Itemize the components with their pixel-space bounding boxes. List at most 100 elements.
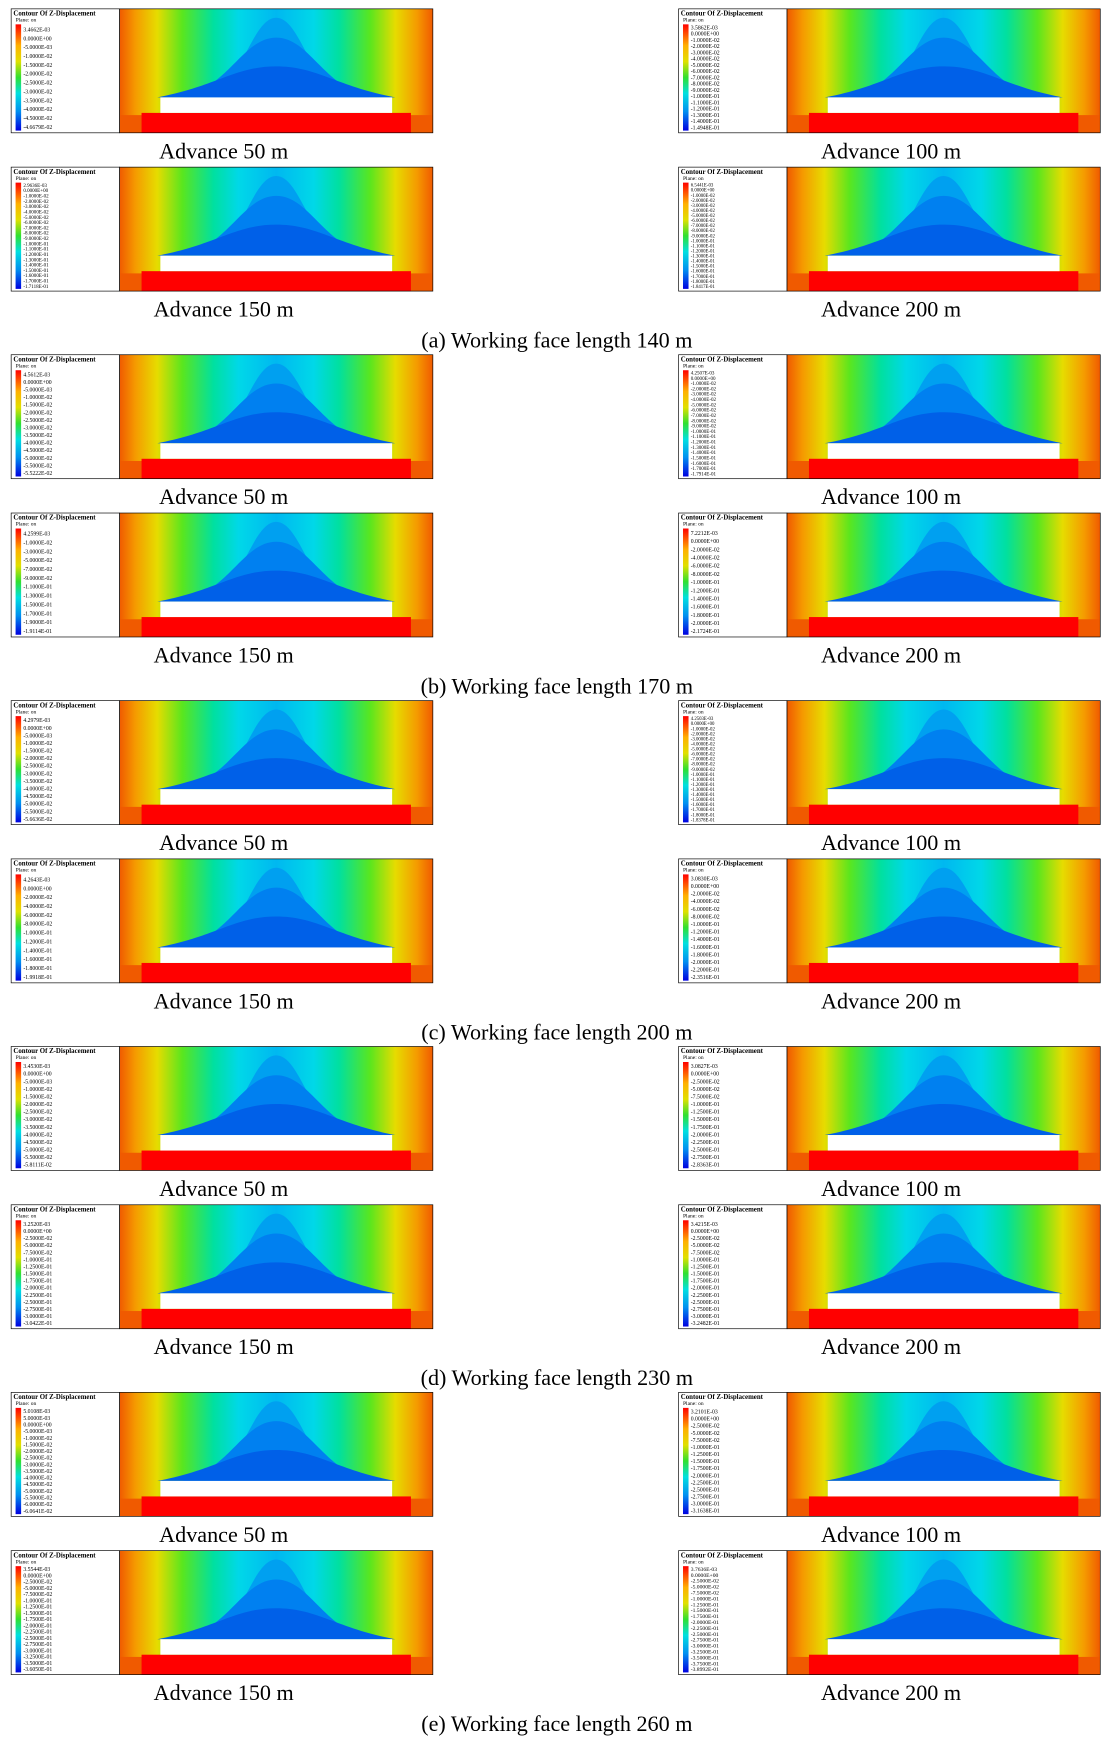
goaf	[828, 1481, 1060, 1496]
legend-value: -1.1000E-01	[23, 585, 52, 591]
legend-plane: Plane: on	[16, 176, 37, 182]
legend-value: -2.0000E-01	[691, 960, 720, 966]
floor-strata	[809, 805, 1078, 825]
legend-plane: Plane: on	[16, 709, 37, 715]
floor-strata	[142, 617, 411, 637]
panel-label: Advance 100 m	[821, 830, 961, 855]
legend-plane: Plane: on	[16, 1559, 37, 1565]
legend-value: -1.7000E-01	[23, 611, 52, 617]
legend-plane: Plane: on	[16, 1401, 37, 1407]
legend-value: -1.7500E-01	[691, 1466, 720, 1472]
legend-value: 3.0827E-03	[691, 1064, 718, 1070]
legend-value: 0.0000E+00	[23, 1229, 51, 1235]
legend-value: -9.0000E-02	[23, 236, 49, 242]
legend-value: -7.5000E-02	[23, 1592, 52, 1598]
legend-value: 3.4215E-03	[691, 1222, 718, 1228]
legend-value: -2.0000E-01	[23, 1286, 52, 1292]
legend-value: 3.2520E-03	[23, 1222, 50, 1228]
legend-value: -1.5000E-02	[23, 403, 52, 409]
legend-value: -1.4000E-01	[23, 263, 49, 269]
legend-value: -1.4000E-01	[23, 948, 52, 954]
legend-value: 0.0000E+00	[23, 1422, 51, 1428]
legend-value: -1.4000E-01	[691, 450, 717, 456]
legend-title: Contour Of Z-Displacement	[13, 169, 96, 176]
legend: Contour Of Z-DisplacementPlane: on4.2643…	[11, 859, 119, 983]
legend-value: -1.6000E-01	[23, 957, 52, 963]
panel: Contour Of Z-DisplacementPlane: on6.5441…	[679, 167, 1101, 321]
legend-value: -7.5000E-02	[691, 1250, 720, 1256]
legend-colorbar	[16, 183, 22, 289]
contour-plot	[120, 1047, 433, 1171]
floor-strata	[809, 1655, 1078, 1675]
floor-strata	[142, 1496, 411, 1516]
legend-value: -1.0000E-01	[691, 429, 717, 435]
legend-value: -5.0000E-03	[23, 1429, 52, 1435]
legend-value: -1.7118E-01	[23, 284, 49, 290]
legend-plane: Plane: on	[16, 1214, 37, 1220]
legend-value: -3.6050E-01	[23, 1667, 52, 1673]
legend-value: -2.5000E-02	[691, 1236, 720, 1242]
legend-value: 3.5544E-03	[23, 1567, 50, 1573]
goaf	[828, 1293, 1060, 1308]
contour-plot	[120, 1205, 433, 1329]
legend-value: 0.0000E+00	[691, 1072, 719, 1078]
legend-value: -3.5000E-02	[23, 779, 52, 785]
legend: Contour Of Z-DisplacementPlane: on3.7636…	[679, 1551, 787, 1675]
legend-value: -4.0000E-02	[691, 57, 720, 63]
legend-value: -2.0000E-01	[691, 621, 720, 627]
legend-value: -1.5000E-02	[23, 1442, 52, 1448]
legend-value: -1.8000E-01	[691, 613, 720, 619]
group-caption: (e) Working face length 260 m	[421, 1711, 692, 1736]
panel-label: Advance 50 m	[159, 830, 288, 855]
legend: Contour Of Z-DisplacementPlane: on3.4215…	[679, 1205, 787, 1329]
legend-value: -2.3516E-01	[691, 975, 720, 981]
panel-label: Advance 50 m	[159, 1176, 288, 1201]
page: {"groups": [ {"caption": "(a) Working fa…	[0, 0, 1107, 1751]
legend-value: -2.5000E-02	[23, 1110, 52, 1116]
legend-value: -5.0000E-02	[23, 456, 52, 462]
figure: Contour Of Z-DisplacementPlane: on3.4662…	[0, 0, 1107, 1751]
legend-value: -3.8992E-01	[691, 1667, 719, 1673]
legend-value: -5.6636E-02	[23, 817, 52, 823]
legend-colorbar	[683, 24, 689, 130]
legend-value: -1.5000E-01	[691, 1272, 720, 1278]
panel: Contour Of Z-DisplacementPlane: on3.5544…	[11, 1551, 433, 1705]
legend-value: -5.5000E-02	[23, 1155, 52, 1161]
goaf	[160, 789, 392, 804]
legend: Contour Of Z-DisplacementPlane: on3.0827…	[679, 1047, 787, 1171]
floor-strata	[142, 805, 411, 825]
legend-value: -1.0000E-01	[691, 94, 720, 100]
legend-value: -3.0000E-01	[691, 1314, 720, 1320]
legend-title: Contour Of Z-Displacement	[13, 1206, 96, 1213]
goaf	[160, 1481, 392, 1496]
floor-strata	[142, 1151, 411, 1171]
legend-plane: Plane: on	[683, 1214, 704, 1220]
legend-value: -2.0000E-02	[23, 410, 52, 416]
contour-plot	[787, 701, 1100, 825]
legend-value: -5.0000E-02	[691, 1087, 720, 1093]
legend: Contour Of Z-DisplacementPlane: on2.9636…	[11, 167, 119, 291]
legend-value: 4.2979E-03	[23, 718, 50, 724]
floor-strata	[142, 459, 411, 479]
legend-value: -6.0000E-02	[23, 1502, 52, 1508]
legend-value: -6.0000E-02	[691, 564, 720, 570]
legend-value: -1.5000E-01	[691, 1117, 720, 1123]
panel: Contour Of Z-DisplacementPlane: on4.2643…	[11, 859, 433, 1013]
legend-value: -1.2000E-01	[691, 107, 720, 113]
legend-value: -1.0000E-02	[23, 1087, 52, 1093]
legend-value: -2.5000E-02	[23, 764, 52, 770]
legend: Contour Of Z-DisplacementPlane: on4.5612…	[11, 355, 119, 479]
legend-value: -5.8111E-02	[23, 1163, 52, 1169]
contour-plot	[120, 1551, 433, 1675]
panel: Contour Of Z-DisplacementPlane: on 3.2520…	[11, 1205, 433, 1359]
contour-plot	[787, 167, 1100, 291]
group-caption: (c) Working face length 200 m	[421, 1019, 692, 1044]
legend-value: -1.0000E-02	[23, 395, 52, 401]
legend-colorbar	[16, 1062, 22, 1168]
panel-label: Advance 100 m	[821, 1522, 961, 1547]
legend-value: -5.0000E-02	[23, 1243, 52, 1249]
goaf	[828, 256, 1060, 271]
legend-plane: Plane: on	[683, 709, 704, 715]
legend-value: -2.2000E-01	[691, 968, 720, 974]
contour-plot	[787, 513, 1100, 637]
